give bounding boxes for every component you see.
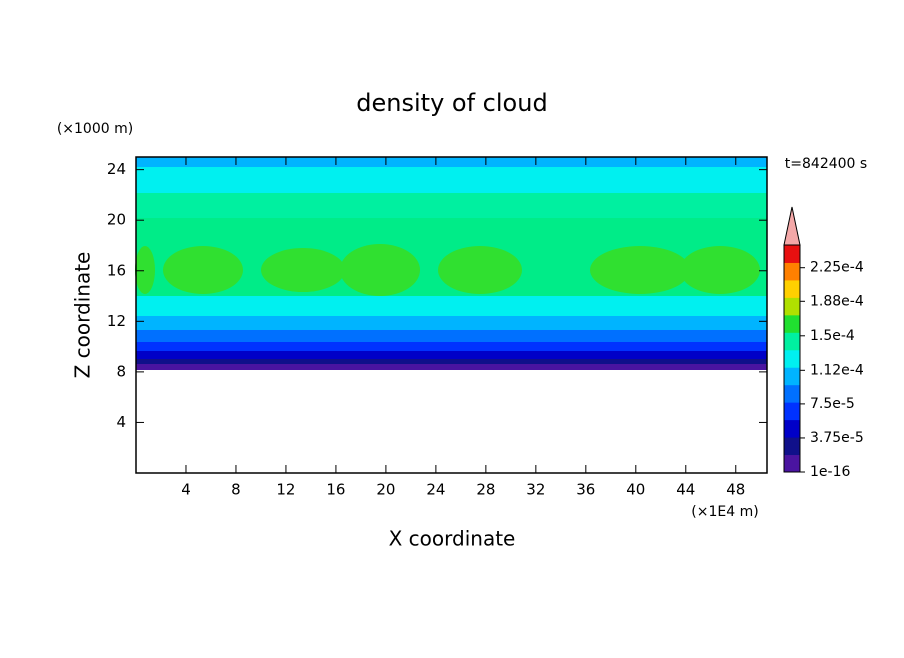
x-tick-label: 36 (576, 481, 595, 499)
contour-blob (590, 246, 690, 294)
colorbar-band (784, 437, 800, 456)
x-tick-label: 20 (376, 481, 395, 499)
contour-band (136, 330, 767, 342)
y-tick-label: 20 (107, 211, 126, 229)
y-axis-label: Z coordinate (71, 252, 95, 379)
y-unit: (×1000 m) (57, 121, 133, 137)
x-tick-label: 16 (326, 481, 345, 499)
x-unit: (×1E4 m) (691, 504, 758, 520)
colorbar-band (784, 402, 800, 421)
contour-band (136, 359, 767, 364)
contour-field (135, 157, 767, 370)
contour-band (136, 316, 767, 330)
contour-band (136, 364, 767, 370)
y-tick-label: 8 (116, 362, 126, 380)
chart-title: density of cloud (356, 89, 547, 117)
x-tick-label: 32 (526, 481, 545, 499)
colorbar-band (784, 314, 800, 333)
colorbar: 1e-16 3.75e-5 7.5e-5 1.12e-4 1.5e-4 1.88e-4 2.… (783, 206, 864, 480)
colorbar-tick-label: 1.5e-4 (810, 328, 855, 344)
contour-band (136, 351, 767, 359)
annotation: t=842400 s (785, 156, 867, 172)
x-tick-label: 48 (726, 481, 745, 499)
colorbar-band (784, 419, 800, 438)
contour-blob (680, 246, 760, 294)
colorbar-band (784, 367, 800, 386)
y-tick-label: 24 (107, 160, 126, 178)
y-tick-label: 4 (116, 413, 126, 431)
x-axis-label: X coordinate (389, 527, 516, 551)
colorbar-tick-label: 3.75e-5 (810, 430, 864, 446)
colorbar-tick-label: 2.25e-4 (810, 260, 864, 276)
contour-blob (163, 246, 243, 294)
x-tick-label: 24 (426, 481, 445, 499)
x-tick-label: 44 (676, 481, 695, 499)
contour-blob (135, 246, 155, 294)
colorbar-band (784, 349, 800, 368)
x-tick-label: 12 (276, 481, 295, 499)
colorbar-band (784, 245, 800, 263)
contour-band (136, 157, 767, 167)
x-tick-label: 28 (476, 481, 495, 499)
x-tick-label: 8 (231, 481, 241, 499)
colorbar-frame (783, 244, 801, 473)
contour-band (136, 167, 767, 193)
contour-band (136, 193, 767, 218)
colorbar-band (784, 262, 800, 281)
contour-blob (340, 244, 420, 296)
contour-blob (261, 248, 345, 292)
x-tick-label: 40 (626, 481, 645, 499)
y-tick-label: 12 (107, 312, 126, 330)
contour-blob (438, 246, 522, 294)
colorbar-extend (783, 206, 801, 246)
colorbar-band (784, 332, 800, 351)
colorbar-tick-label: 1.88e-4 (810, 293, 864, 309)
contour-band (136, 296, 767, 316)
colorbar-tick-label: 1e-16 (810, 464, 850, 480)
plot-frame (135, 156, 768, 474)
colorbar-band (784, 297, 800, 316)
contour-band (136, 342, 767, 351)
colorbar-tick-label: 7.5e-5 (810, 396, 855, 412)
colorbar-band (784, 454, 800, 473)
y-tick-label: 16 (107, 261, 126, 279)
colorbar-tick-label: 1.12e-4 (810, 362, 864, 378)
colorbar-band (784, 384, 800, 403)
x-tick-label: 4 (181, 481, 191, 499)
colorbar-band (784, 279, 800, 298)
